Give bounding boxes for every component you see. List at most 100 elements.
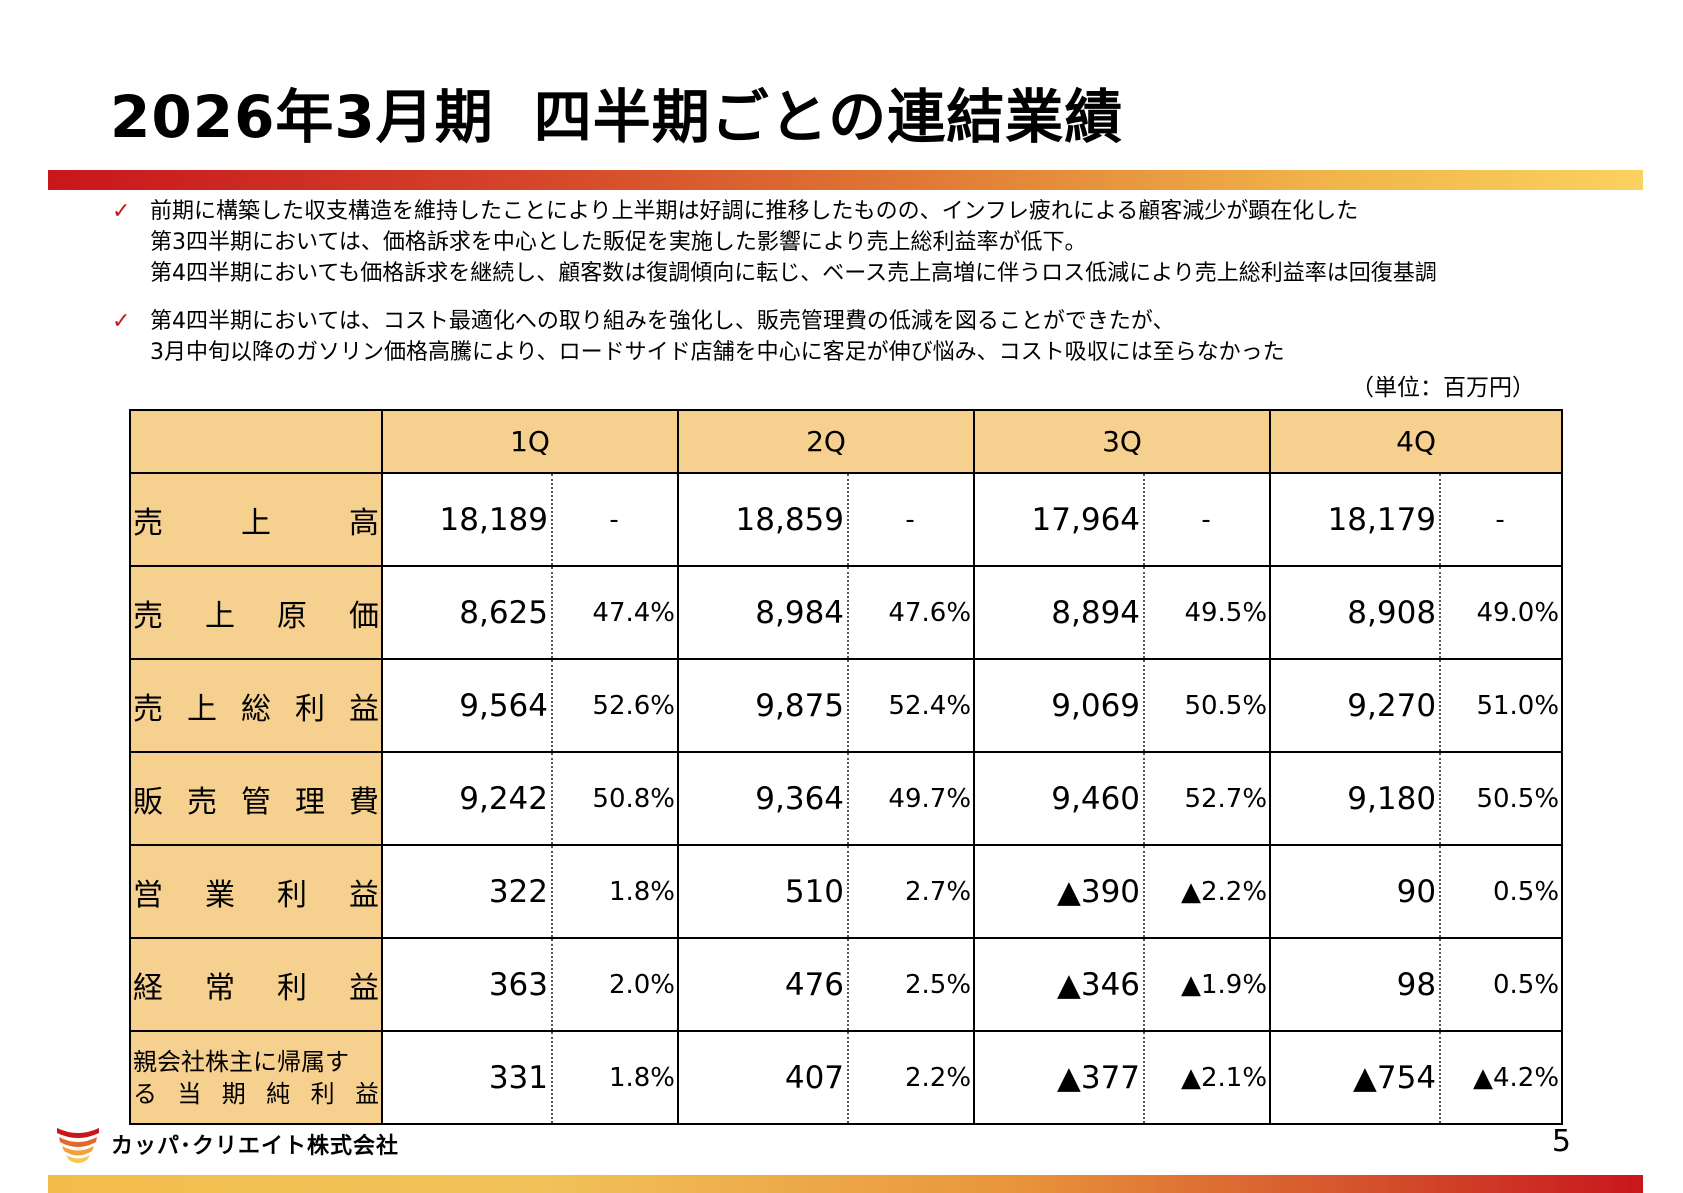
header-quarter: 3Q xyxy=(973,409,1272,474)
ratio-cell: ▲2.1% xyxy=(1143,1030,1272,1125)
amount-cell: 18,859 xyxy=(677,472,850,567)
row-label-text: 売上原価 xyxy=(133,598,379,634)
title-fiscal-period: 2026年3月期 xyxy=(110,83,494,151)
amount-cell: 8,908 xyxy=(1269,565,1442,660)
ratio-cell: 0.5% xyxy=(1439,937,1564,1032)
amount-cell: ▲754 xyxy=(1269,1030,1442,1125)
ratio-cell: 51.0% xyxy=(1439,658,1564,753)
ratio-cell: 2.2% xyxy=(847,1030,976,1125)
ratio-cell: 50.5% xyxy=(1143,658,1272,753)
amount-cell: 8,894 xyxy=(973,565,1146,660)
row-label: 営業利益 xyxy=(129,844,383,939)
amount-cell: 9,242 xyxy=(381,751,553,846)
row-label-text: 販売管理費 xyxy=(133,784,379,820)
header-quarter: 1Q xyxy=(380,409,680,474)
amount-cell: 9,069 xyxy=(973,658,1146,753)
bullet-line: 第4四半期においては、コスト最適化への取り組みを強化し、販売管理費の低減を図るこ… xyxy=(150,309,1175,334)
amount-cell: 510 xyxy=(677,844,850,939)
row-label-line: る当期純利益 xyxy=(133,1079,379,1108)
ratio-cell: ▲1.9% xyxy=(1143,937,1272,1032)
ratio-cell: 50.5% xyxy=(1439,751,1564,846)
page-number: 5 xyxy=(1551,1124,1571,1159)
page-title: 2026年3月期 四半期ごとの連結業績 xyxy=(110,70,1123,154)
amount-cell: 9,180 xyxy=(1269,751,1442,846)
table-row: 売上原価 8,625 47.4% 8,984 47.6% 8,894 49.5% 8,908 4… xyxy=(129,565,1564,660)
row-label: 売上原価 xyxy=(129,565,383,660)
bullet-item: ✓ 第4四半期においては、コスト最適化への取り組みを強化し、販売管理費の低減を図… xyxy=(112,306,1437,368)
checkmark-icon: ✓ xyxy=(112,309,131,334)
table-row: 売上高 18,189-18,859-17,964-18,179- xyxy=(129,472,1564,567)
ratio-cell: 2.0% xyxy=(550,937,680,1032)
ratio-cell: 49.7% xyxy=(847,751,976,846)
row-label: 売上高 xyxy=(129,472,383,567)
amount-cell: 407 xyxy=(677,1030,850,1125)
header-quarter: 2Q xyxy=(677,409,976,474)
company-name: カッパ･クリエイト株式会社 xyxy=(111,1134,400,1159)
company-logo: カッパ･クリエイト株式会社 xyxy=(55,1122,399,1166)
kappa-logo-icon xyxy=(57,1128,99,1163)
ratio-cell: - xyxy=(847,472,976,567)
amount-cell: ▲346 xyxy=(973,937,1146,1032)
ratio-cell: 52.6% xyxy=(550,658,680,753)
ratio-cell: 0.5% xyxy=(1439,844,1564,939)
amount-cell: 9,364 xyxy=(677,751,850,846)
top-gradient-band xyxy=(48,170,1643,190)
amount-cell: 476 xyxy=(677,937,850,1032)
amount-cell: 98 xyxy=(1269,937,1442,1032)
table-row: 販売管理費 9,242 50.8% 9,364 49.7% 9,460 52.7% 9,180… xyxy=(129,751,1564,846)
ratio-cell: 47.4% xyxy=(550,565,680,660)
amount-cell: 363 xyxy=(381,937,553,1032)
row-label: 売上総利益 xyxy=(129,658,383,753)
row-label-text: 営業利益 xyxy=(133,877,379,913)
row-label-text: 売上高 xyxy=(133,505,379,541)
ratio-cell: 52.7% xyxy=(1143,751,1272,846)
bullet-line: 第4四半期においても価格訴求を継続し、顧客数は復調傾向に転じ、ベース売上高増に伴… xyxy=(150,261,1437,286)
amount-cell: 9,875 xyxy=(677,658,850,753)
amount-cell: ▲377 xyxy=(973,1030,1146,1125)
ratio-cell: 49.0% xyxy=(1439,565,1564,660)
amount-cell: 18,189 xyxy=(381,472,553,567)
table-row: 売上総利益 9,564 52.6% 9,875 52.4% 9,069 50.5% 9,270… xyxy=(129,658,1564,753)
ratio-cell: 49.5% xyxy=(1143,565,1272,660)
table-row: 経常利益 363 2.0% 476 2.5% ▲346 ▲1.9% 98 0.5% xyxy=(129,937,1564,1032)
ratio-cell: - xyxy=(1143,472,1272,567)
amount-cell: 331 xyxy=(381,1030,553,1125)
unit-label: （単位：百万円） xyxy=(1351,375,1535,401)
row-label-text: 経常利益 xyxy=(133,970,379,1006)
row-label: 経常利益 xyxy=(129,937,383,1032)
ratio-cell: ▲4.2% xyxy=(1439,1030,1564,1125)
row-label: 販売管理費 xyxy=(129,751,383,846)
ratio-cell: - xyxy=(1439,472,1564,567)
row-label: 親会社株主に帰属する当期純利益 xyxy=(129,1030,383,1125)
amount-cell: 9,270 xyxy=(1269,658,1442,753)
ratio-cell: 47.6% xyxy=(847,565,976,660)
amount-cell: 90 xyxy=(1269,844,1442,939)
ratio-cell: 1.8% xyxy=(550,1030,680,1125)
row-label-text: 売上総利益 xyxy=(133,691,379,727)
title-subject: 四半期ごとの連結業績 xyxy=(533,83,1124,151)
ratio-cell: 1.8% xyxy=(550,844,680,939)
header-corner-cell xyxy=(129,409,383,474)
checkmark-icon: ✓ xyxy=(112,199,131,224)
quarterly-results-table: 1Q 2Q 3Q 4Q 売上高 18,189-18,859-17,964-18,1… xyxy=(129,409,1564,1125)
amount-cell: 18,179 xyxy=(1269,472,1442,567)
ratio-cell: 50.8% xyxy=(550,751,680,846)
ratio-cell: - xyxy=(550,472,680,567)
bullet-item: ✓ 前期に構築した収支構造を維持したことにより上半期は好調に推移したものの、イン… xyxy=(112,196,1437,289)
ratio-cell: ▲2.2% xyxy=(1143,844,1272,939)
ratio-cell: 52.4% xyxy=(847,658,976,753)
row-label-line: 親会社株主に帰属す xyxy=(133,1047,349,1076)
table-row: 親会社株主に帰属する当期純利益 331 1.8% 407 2.2% ▲377 ▲2.1% ▲7… xyxy=(129,1030,1564,1125)
bullet-line: 第3四半期においては、価格訴求を中心とした販促を実施した影響により売上総利益率が… xyxy=(150,230,1087,255)
amount-cell: 9,564 xyxy=(381,658,553,753)
header-quarter: 4Q xyxy=(1269,409,1564,474)
amount-cell: ▲390 xyxy=(973,844,1146,939)
bullet-list: ✓ 前期に構築した収支構造を維持したことにより上半期は好調に推移したものの、イン… xyxy=(112,196,1437,385)
amount-cell: 17,964 xyxy=(973,472,1146,567)
amount-cell: 9,460 xyxy=(973,751,1146,846)
ratio-cell: 2.5% xyxy=(847,937,976,1032)
amount-cell: 322 xyxy=(381,844,553,939)
table-row: 営業利益 322 1.8% 510 2.7% ▲390 ▲2.2% 90 0.5% xyxy=(129,844,1564,939)
bullet-line: 3月中旬以降のガソリン価格高騰により、ロードサイド店舗を中心に客足が伸び悩み、コ… xyxy=(150,340,1285,365)
ratio-cell: 2.7% xyxy=(847,844,976,939)
